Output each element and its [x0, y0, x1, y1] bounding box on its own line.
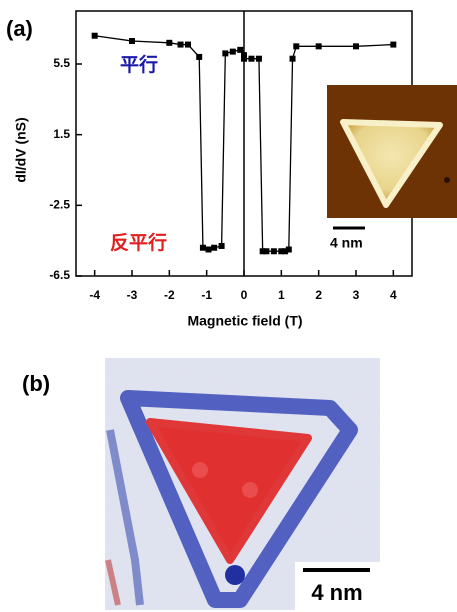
- data-point: [353, 43, 359, 49]
- data-point: [263, 248, 269, 254]
- x-tick-label: -2: [164, 288, 175, 302]
- inset-image: [327, 85, 457, 218]
- data-point: [316, 43, 322, 49]
- x-tick-label: 1: [278, 288, 285, 302]
- series-line: [95, 36, 244, 250]
- x-axis-label: Magnetic field (T): [187, 313, 302, 329]
- scale-label: 4 nm: [311, 580, 362, 605]
- y-tick-label: 5.5: [53, 56, 70, 70]
- inset-scale-label: 4 nm: [330, 235, 363, 251]
- x-tick-label: 2: [315, 288, 322, 302]
- x-tick-label: 3: [353, 288, 360, 302]
- data-point: [129, 38, 135, 44]
- x-tick-label: 0: [241, 288, 248, 302]
- data-point: [271, 248, 277, 254]
- data-point: [92, 33, 98, 39]
- data-point: [185, 42, 191, 48]
- data-point: [230, 49, 236, 55]
- data-point: [200, 245, 206, 251]
- panel-label: (b): [22, 371, 50, 396]
- data-point: [241, 56, 247, 62]
- x-tick-label: -3: [127, 288, 138, 302]
- annotation: 反平行: [110, 231, 167, 254]
- data-point: [248, 56, 254, 62]
- x-tick-label: 4: [390, 288, 397, 302]
- data-point: [178, 42, 184, 48]
- y-axis-label: dI/dV (nS): [13, 117, 29, 182]
- data-point: [222, 50, 228, 56]
- figure: (a) -6.5 -2.5 1.5 5.5 -4 -3 -2 -1 0 1 2 3 4 平行反平行 Mag…: [0, 0, 457, 612]
- data-point: [256, 56, 262, 62]
- data-point: [219, 243, 225, 249]
- data-point: [196, 54, 202, 60]
- y-tick-label: -6.5: [49, 268, 70, 282]
- data-point: [290, 56, 296, 62]
- panel-label: (a): [6, 16, 33, 41]
- data-point: [286, 247, 292, 253]
- y-tick-label: -2.5: [49, 198, 70, 212]
- y-tick-label: 1.5: [53, 127, 70, 141]
- annotation: 平行: [120, 53, 158, 76]
- x-tick-label: -4: [89, 288, 100, 302]
- x-tick-label: -1: [201, 288, 212, 302]
- data-point: [166, 40, 172, 46]
- data-point: [293, 43, 299, 49]
- data-point: [206, 247, 212, 253]
- data-point: [390, 42, 396, 48]
- data-point: [211, 245, 217, 251]
- data-point: [237, 47, 243, 53]
